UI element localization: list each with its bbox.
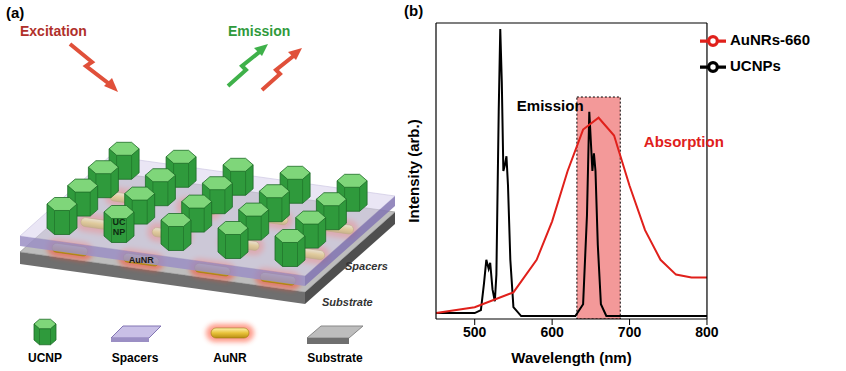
svg-text:Emission: Emission <box>517 97 584 114</box>
svg-text:Substrate: Substrate <box>322 296 373 308</box>
svg-text:AuNR: AuNR <box>129 255 154 265</box>
svg-text:800: 800 <box>695 324 719 340</box>
html-text:UCNPs: UCNPs <box>730 57 781 74</box>
svg-text:700: 700 <box>618 324 642 340</box>
svg-text:600: 600 <box>540 324 564 340</box>
svg-text:Spacers: Spacers <box>345 260 388 272</box>
html-text:AuNRs-660: AuNRs-660 <box>730 31 810 48</box>
svg-text:Excitation: Excitation <box>20 23 87 39</box>
svg-text:Substrate: Substrate <box>307 351 363 365</box>
svg-text:Spacers: Spacers <box>112 351 159 365</box>
svg-text:Emission: Emission <box>228 23 290 39</box>
svg-text:Absorption: Absorption <box>644 133 724 150</box>
svg-text:UCNP: UCNP <box>113 217 126 237</box>
svg-text:UCNP: UCNP <box>28 351 62 365</box>
svg-text:Wavelength (nm): Wavelength (nm) <box>511 349 631 366</box>
svg-text:500: 500 <box>463 324 487 340</box>
svg-text:AuNR: AuNR <box>213 351 247 365</box>
html-text:(b): (b) <box>404 2 424 19</box>
svg-text:(a): (a) <box>6 4 24 21</box>
svg-text:Intensity (arb.): Intensity (arb.) <box>405 119 422 222</box>
